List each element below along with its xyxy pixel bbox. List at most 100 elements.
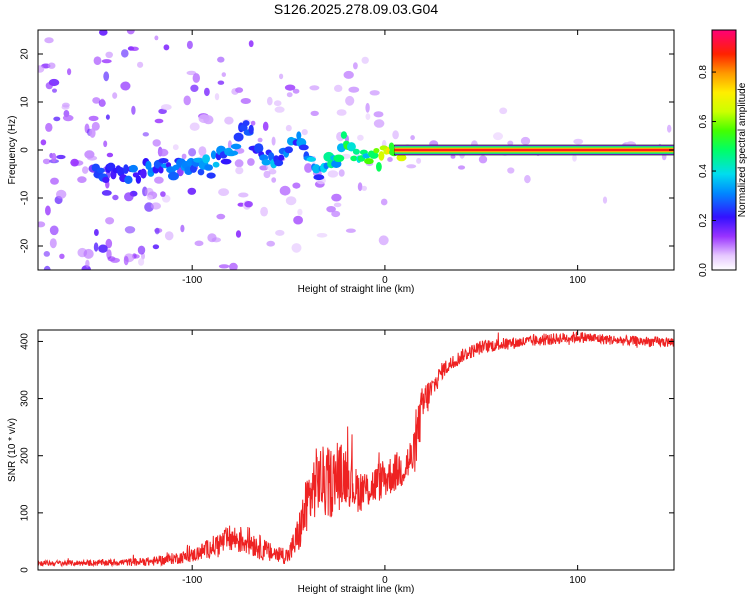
spectrogram-blob (154, 176, 164, 184)
spectrogram-blob (572, 154, 577, 162)
spectrogram-blob (235, 230, 242, 238)
spectrogram-blob (93, 242, 99, 252)
spectrogram-blob (216, 213, 226, 220)
spectrogram-blob (72, 280, 82, 288)
spectrogram-blob (172, 144, 179, 151)
spectrogram-blob (99, 98, 106, 108)
spectrogram-ridge-blob (102, 176, 110, 183)
spectrogram-blob (229, 262, 238, 270)
spectrogram-blob (154, 280, 162, 289)
spectrogram-blob (157, 148, 169, 157)
spectrogram-blob (77, 176, 87, 184)
colorbar-ticks: 0.0 0.2 0.4 0.6 0.8 (698, 65, 716, 277)
spectrogram-blob (499, 107, 508, 115)
spectrogram-blob (33, 282, 44, 289)
spectrogram-blob (248, 40, 254, 48)
spectrogram-blob (214, 93, 220, 101)
spectrogram-blob (357, 134, 364, 141)
spectrogram-blob (96, 291, 100, 296)
spectrogram-blob (101, 190, 112, 196)
spectrogram-blob (289, 272, 299, 277)
spectrogram-blob (70, 270, 75, 275)
snr-x-label: Height of straight line (km) (298, 584, 415, 595)
spectrogram-blob (146, 194, 153, 201)
spectrogram-blob (338, 169, 345, 177)
spectrogram-blob (292, 182, 301, 189)
spectrogram-blob (125, 14, 135, 20)
spectrogram-blob (378, 235, 389, 246)
spectrogram-blob (154, 227, 160, 235)
spectrogram-blob (38, 65, 45, 73)
spectrogram-blob (373, 119, 385, 128)
spectrogram-ridge-blob (233, 132, 244, 142)
spectrogram-blob (326, 206, 336, 213)
colorbar-tick-label: 0.8 (698, 65, 709, 79)
spectrogram-blob (152, 244, 160, 250)
spectrogram-blob (67, 68, 72, 76)
spectrogram-blob (507, 140, 514, 146)
y-tick-label: 20 (20, 48, 31, 60)
spectrogram-blob (105, 238, 113, 249)
spectrogram-ridge-blob (306, 156, 316, 162)
spectrogram-blob (279, 73, 284, 80)
y-tick-label: -20 (20, 238, 31, 253)
spectrogram-blob (365, 113, 371, 120)
spectrogram-ridge-blob (96, 167, 105, 174)
spectrogram-ridge-blob (284, 146, 294, 154)
spectrogram-blob (124, 226, 136, 234)
spectrogram-blob (237, 202, 245, 207)
spectrogram-blob (154, 118, 164, 124)
spectrogram-blob (309, 85, 320, 91)
spectrogram-blob (89, 128, 96, 138)
spectrogram-blob (47, 62, 56, 69)
spectrogram-blob (204, 87, 210, 97)
spectrogram-blob (336, 109, 347, 116)
spectrogram-blob (331, 193, 342, 202)
spectrogram-blob (187, 187, 197, 195)
spectrogram-ridge-blob (220, 158, 232, 165)
spectrogram-blob (507, 167, 515, 174)
colorbar-tick-label: 0.4 (698, 164, 709, 178)
spectrogram-blob (93, 56, 102, 65)
spectrogram-ridge-blob (206, 172, 216, 179)
spectrogram-blob (457, 165, 466, 170)
spectrogram-blob (524, 175, 531, 184)
x-tick-label: 100 (569, 275, 586, 286)
spectrogram-ridge-blob (261, 159, 271, 166)
spectrogram-blob (573, 138, 584, 145)
spectrogram-blob (121, 49, 129, 58)
colorbar-tick-label: 0.6 (698, 114, 709, 128)
spectrogram-blob (275, 229, 285, 236)
chart-title: S126.2025.278.09.03.G04 (274, 1, 438, 17)
spectrogram-ridge-blob (313, 174, 325, 181)
spectrogram-blob (61, 104, 70, 110)
spectrogram-ridge-blob (117, 167, 125, 177)
spectrogram-blob (373, 296, 377, 301)
spectrogram-blob (91, 121, 100, 131)
spectrogram-ridge-blob (364, 158, 374, 165)
spectrogram-blob (188, 148, 197, 157)
y-tick-label: -10 (20, 190, 31, 205)
spectrogram-blob (493, 132, 503, 141)
spectrogram-ridge-blob (123, 164, 129, 175)
spectrogram-ridge-blob (352, 148, 360, 155)
spectrogram-blob (262, 121, 269, 131)
snr-x-ticks: -100 0 100 (182, 330, 586, 586)
spectrogram-blob (331, 210, 341, 218)
spectrogram-blob (345, 95, 355, 106)
spectrogram-blob (361, 185, 367, 191)
y-tick-label: 0 (20, 567, 31, 573)
spectrogram-blob (43, 251, 50, 257)
spectrogram-blob (58, 313, 69, 323)
spectrogram-blob (392, 130, 399, 140)
spectrogram-ridge-blob (230, 143, 242, 150)
spectrogram-y-label: Frequency (Hz) (7, 116, 18, 185)
spectrogram-blob (112, 194, 119, 201)
spectrogram-blob (101, 59, 112, 64)
spectrogram-blob (186, 40, 193, 50)
snr-background (38, 330, 674, 570)
spectrogram-blob (85, 259, 90, 268)
colorbar-gradient (711, 29, 737, 271)
spectrogram-blob (45, 82, 53, 90)
spectrogram-blob (181, 153, 187, 160)
